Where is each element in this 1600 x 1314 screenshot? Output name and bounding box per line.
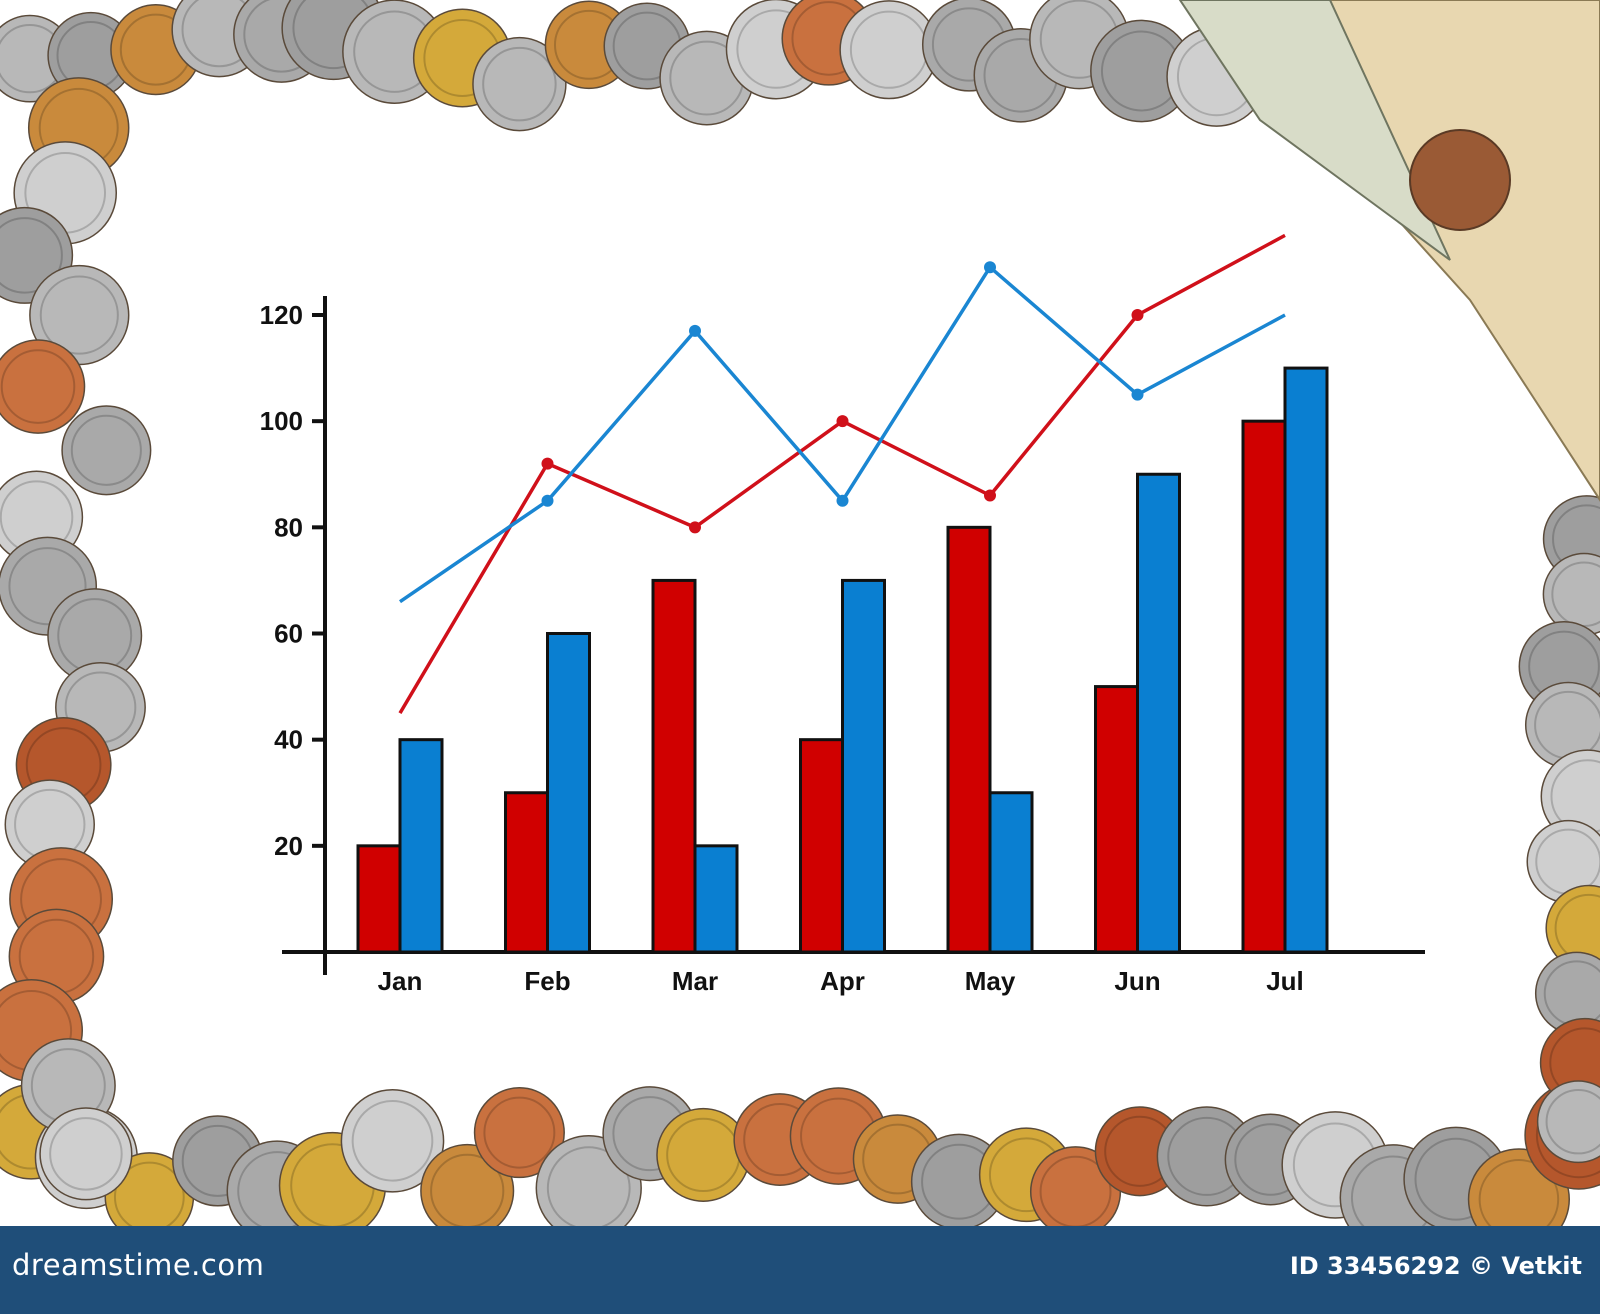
coin-rim xyxy=(70,414,142,486)
bar xyxy=(1241,419,1287,954)
line-point xyxy=(984,261,996,274)
coin-rim xyxy=(430,1153,505,1226)
x-tick-label: Feb xyxy=(524,966,570,996)
coin-rim xyxy=(0,349,76,424)
coin-rim xyxy=(39,275,119,355)
bar xyxy=(356,844,402,954)
y-tick-label: 60 xyxy=(274,619,303,649)
bar xyxy=(504,791,549,954)
footer-bar: dreamstime.com ID 33456292 © Vetkit xyxy=(0,1226,1600,1314)
x-tick-label: Jun xyxy=(1114,966,1160,996)
line-point xyxy=(1131,309,1144,321)
x-tick-label: Apr xyxy=(820,966,865,996)
line-point xyxy=(541,494,554,507)
bar xyxy=(1136,472,1181,954)
x-tick-label: Mar xyxy=(672,966,718,996)
coin xyxy=(1536,1080,1600,1164)
bar xyxy=(693,844,739,954)
x-tick-labels: Jan Feb Mar Apr May Jun Jul xyxy=(378,966,1304,996)
line-point xyxy=(836,494,849,507)
y-tick-label: 80 xyxy=(274,512,303,542)
coin-rim xyxy=(1478,1159,1560,1226)
coin xyxy=(1409,129,1511,231)
bar xyxy=(398,738,444,954)
y-tick-label: 40 xyxy=(274,725,303,755)
coin-rim xyxy=(1039,1155,1112,1226)
coin xyxy=(473,1087,565,1179)
coin-rim xyxy=(483,1096,556,1169)
bar xyxy=(946,525,992,954)
coin-rim xyxy=(546,1146,631,1226)
coin-rim xyxy=(482,46,557,122)
footer-credit: ID 33456292 © Vetkit xyxy=(1289,1252,1582,1280)
x-tick-label: Jan xyxy=(378,966,423,996)
coin xyxy=(0,339,86,434)
line-point xyxy=(836,415,849,428)
coin-rim xyxy=(0,217,63,294)
bar xyxy=(841,578,886,954)
banknote-dollar xyxy=(1178,0,1451,261)
coin xyxy=(340,1088,445,1193)
line-point xyxy=(984,489,996,502)
coin xyxy=(61,405,152,496)
line-point xyxy=(689,521,701,534)
coin-border-decoration xyxy=(0,0,1600,1226)
y-tick-labels: 20 40 60 80 100 120 xyxy=(260,300,325,861)
bar xyxy=(988,791,1034,954)
bar xyxy=(546,632,591,954)
bar xyxy=(1094,685,1139,954)
coin-rim xyxy=(113,1161,185,1226)
bar xyxy=(1283,366,1329,954)
y-tick-label: 120 xyxy=(260,300,303,330)
chart-scene: 20 40 60 80 100 120 Jan Feb Mar Apr May Jun Jul xyxy=(0,0,1600,1226)
line-point xyxy=(1131,388,1144,401)
x-tick-label: Jul xyxy=(1266,966,1304,996)
coin xyxy=(472,36,567,132)
coin-rim xyxy=(49,1117,123,1191)
paper-background xyxy=(0,0,1600,1226)
chart-bars xyxy=(356,366,1329,954)
line-point xyxy=(541,457,554,470)
x-tick-label: May xyxy=(965,966,1016,996)
coin-rim xyxy=(1545,1088,1600,1155)
footer-brand: dreamstime.com xyxy=(12,1248,265,1282)
chart-lines xyxy=(398,233,1286,715)
y-tick-label: 20 xyxy=(274,831,303,861)
chart-area: 20 40 60 80 100 120 Jan Feb Mar Apr May Jun Jul xyxy=(260,233,1425,996)
bar xyxy=(799,738,844,954)
bar xyxy=(651,578,697,954)
coin xyxy=(656,1107,751,1202)
coin-rim xyxy=(8,547,87,626)
coin xyxy=(39,1107,133,1201)
y-tick-label: 100 xyxy=(260,406,303,436)
line-point xyxy=(689,324,701,337)
coin-rim xyxy=(351,1099,434,1182)
